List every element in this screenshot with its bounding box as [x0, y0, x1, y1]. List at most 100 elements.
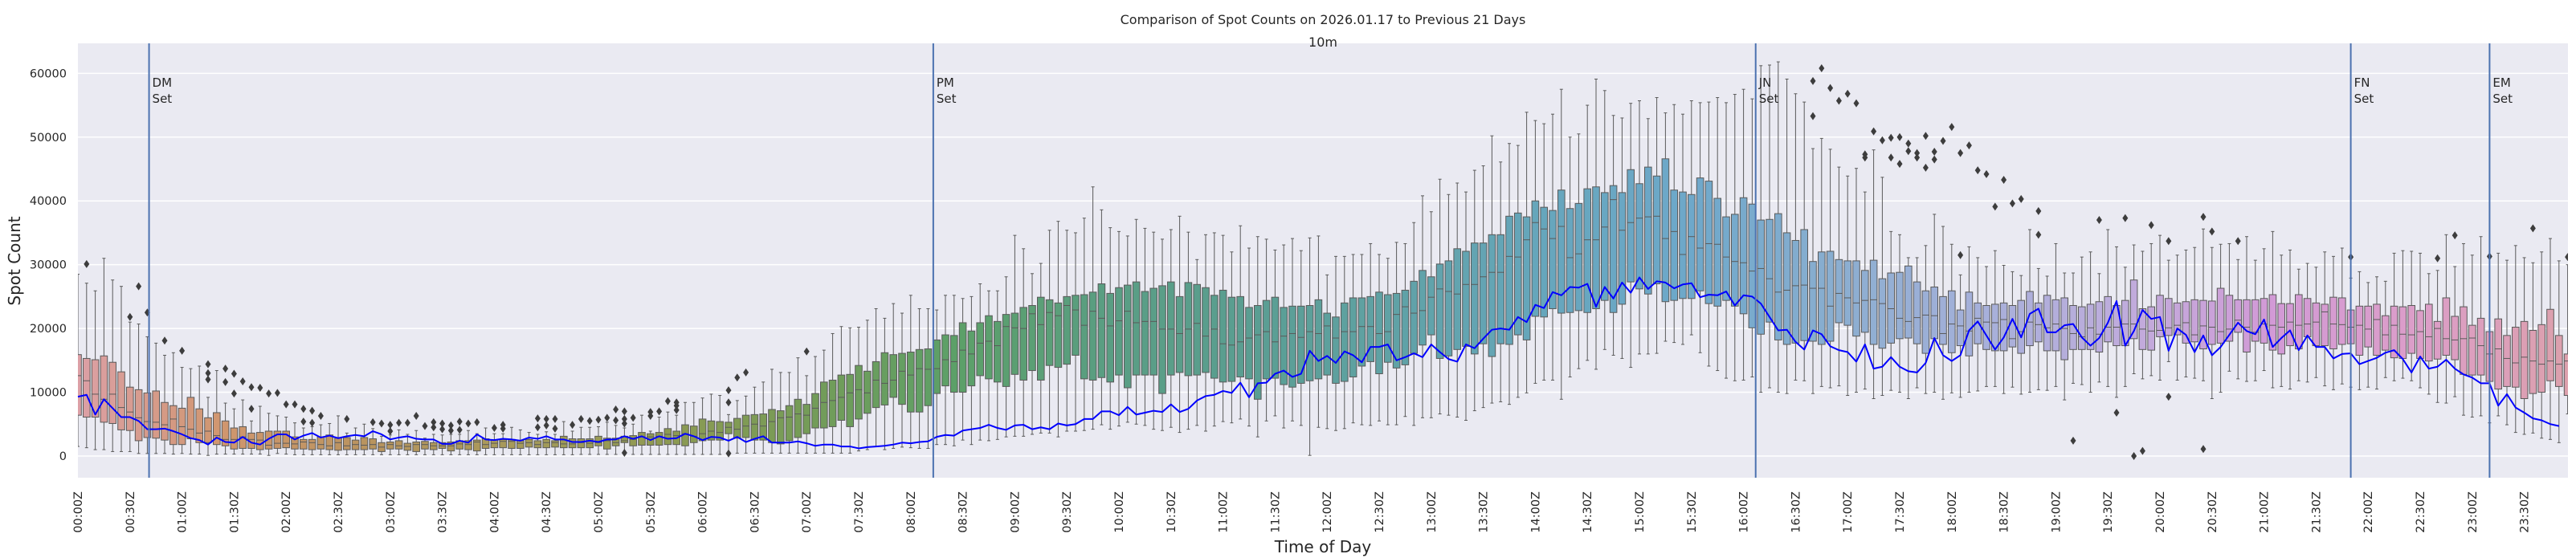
- box-19:50: [2138, 250, 2147, 380]
- iqr-box: [1384, 294, 1392, 363]
- box-09:45: [1088, 186, 1097, 430]
- box-04:50: [577, 426, 586, 455]
- box-09:50: [1097, 209, 1106, 426]
- iqr-box: [2460, 306, 2468, 375]
- box-20:15: [2182, 249, 2190, 377]
- iqr-box: [2173, 302, 2182, 336]
- y-axis-label: Spot Count: [5, 216, 24, 305]
- outlier-point: [621, 407, 627, 416]
- box-01:20: [213, 370, 221, 455]
- box-03:35: [447, 434, 455, 455]
- iqr-box: [91, 359, 100, 418]
- outlier-point: [1810, 76, 1816, 85]
- box-00:05: [83, 283, 91, 449]
- iqr-box: [629, 435, 638, 446]
- iqr-box: [1540, 206, 1549, 318]
- iqr-box: [1644, 166, 1652, 295]
- iqr-box: [2086, 303, 2095, 350]
- box-01:45: [256, 405, 264, 455]
- iqr-box: [1748, 203, 1757, 328]
- iqr-box: [2165, 298, 2173, 336]
- iqr-box: [195, 408, 203, 443]
- iqr-box: [2121, 299, 2129, 347]
- y-tick-label: 30000: [30, 259, 67, 272]
- iqr-box: [1592, 186, 1600, 309]
- iqr-box: [1435, 263, 1444, 359]
- outlier-point: [447, 421, 454, 430]
- box-16:55: [1835, 166, 1843, 387]
- box-16:30: [1791, 93, 1800, 381]
- box-21:05: [2268, 230, 2277, 389]
- outlier-point: [621, 449, 627, 458]
- iqr-box: [1609, 185, 1618, 313]
- outlier-point: [1949, 123, 1955, 132]
- iqr-box: [1341, 302, 1349, 382]
- x-tick-label: 00:00Z: [72, 491, 85, 533]
- iqr-box: [1913, 281, 1921, 344]
- iqr-box: [1219, 289, 1227, 383]
- box-14:20: [1566, 136, 1574, 377]
- iqr-box: [924, 348, 933, 406]
- iqr-box: [300, 438, 308, 450]
- iqr-box: [2199, 299, 2207, 350]
- event-label-name: PM: [937, 75, 954, 90]
- box-19:05: [2060, 272, 2068, 401]
- iqr-box: [1965, 291, 1974, 356]
- box-22:30: [2416, 252, 2424, 389]
- iqr-box: [1314, 299, 1323, 380]
- outlier-point: [569, 421, 576, 430]
- box-20:00: [2156, 234, 2164, 381]
- box-12:40: [1392, 242, 1401, 426]
- outlier-point: [578, 414, 584, 423]
- outlier-point: [552, 424, 558, 433]
- box-14:25: [1574, 133, 1583, 369]
- box-10:15: [1141, 227, 1149, 426]
- outlier-points: [84, 63, 2568, 460]
- x-tick-label: 04:30Z: [541, 491, 553, 533]
- box-19:55: [2147, 242, 2155, 377]
- outlier-point: [491, 424, 497, 433]
- x-tick-label: 07:00Z: [801, 491, 814, 533]
- box-18:15: [1974, 257, 1982, 392]
- box-11:20: [1254, 236, 1262, 438]
- iqr-box: [1401, 289, 1410, 365]
- box-10:10: [1132, 218, 1141, 425]
- box-15:00: [1635, 100, 1643, 355]
- outlier-point: [1879, 136, 1885, 145]
- box-18:20: [1982, 266, 1990, 387]
- x-tick-label: 03:00Z: [385, 491, 398, 533]
- iqr-box: [2113, 305, 2121, 347]
- box-21:15: [2286, 249, 2294, 390]
- iqr-box: [2373, 303, 2381, 356]
- box-23:50: [2555, 260, 2563, 443]
- box-20:40: [2225, 242, 2234, 372]
- event-line-dm: DM Set: [148, 43, 172, 478]
- box-09:10: [1028, 273, 1036, 435]
- outlier-point: [300, 405, 307, 413]
- iqr-box: [768, 409, 776, 443]
- chart-subtitle: 10m: [1308, 35, 1337, 50]
- iqr-box: [1115, 287, 1123, 376]
- x-tick-label: 06:00Z: [697, 491, 710, 533]
- event-label-set: Set: [2492, 92, 2513, 106]
- iqr-box: [386, 442, 394, 450]
- box-20:55: [2251, 259, 2260, 381]
- iqr-box: [777, 410, 785, 445]
- outlier-point: [1914, 149, 1921, 157]
- outlier-point: [2529, 224, 2536, 233]
- iqr-box: [360, 437, 369, 450]
- iqr-box: [78, 354, 82, 416]
- x-tick-label: 17:00Z: [1842, 491, 1855, 533]
- box-11:45: [1297, 250, 1305, 426]
- event-line-pm: PM Set: [932, 43, 957, 478]
- iqr-box: [1601, 192, 1609, 301]
- iqr-box: [802, 404, 811, 434]
- box-22:35: [2425, 273, 2433, 395]
- box-22:00: [2364, 282, 2372, 388]
- box-17:00: [1843, 175, 1851, 397]
- box-07:45: [880, 317, 889, 450]
- iqr-box: [1635, 183, 1643, 290]
- box-16:40: [1809, 148, 1817, 394]
- box-series: [78, 61, 2568, 456]
- box-19:30: [2104, 229, 2112, 387]
